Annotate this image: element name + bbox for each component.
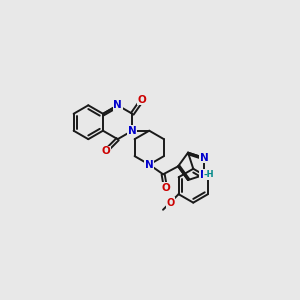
Text: O: O bbox=[166, 198, 174, 208]
Text: N: N bbox=[128, 126, 137, 136]
Text: O: O bbox=[161, 183, 170, 193]
Text: N: N bbox=[145, 160, 154, 170]
Text: N: N bbox=[200, 170, 208, 180]
Text: N: N bbox=[113, 100, 122, 110]
Text: N: N bbox=[200, 153, 208, 163]
Text: O: O bbox=[138, 95, 146, 105]
Text: O: O bbox=[101, 146, 110, 156]
Text: -H: -H bbox=[203, 169, 214, 178]
